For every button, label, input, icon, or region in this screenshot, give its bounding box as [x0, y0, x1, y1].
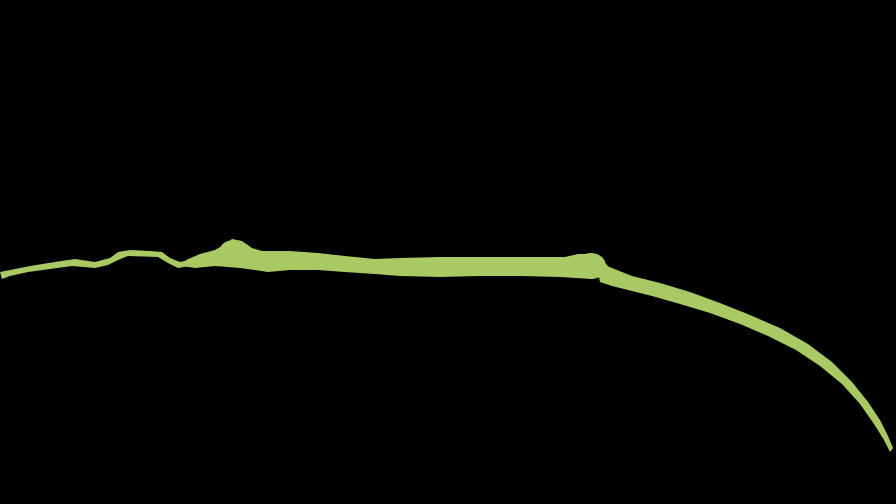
stroke-blob-left [220, 240, 248, 260]
stroke-thick-middle [182, 239, 610, 279]
stroke-left-segment [0, 250, 190, 279]
green-brush-stroke [0, 239, 893, 452]
stroke-right-curve [596, 262, 893, 452]
